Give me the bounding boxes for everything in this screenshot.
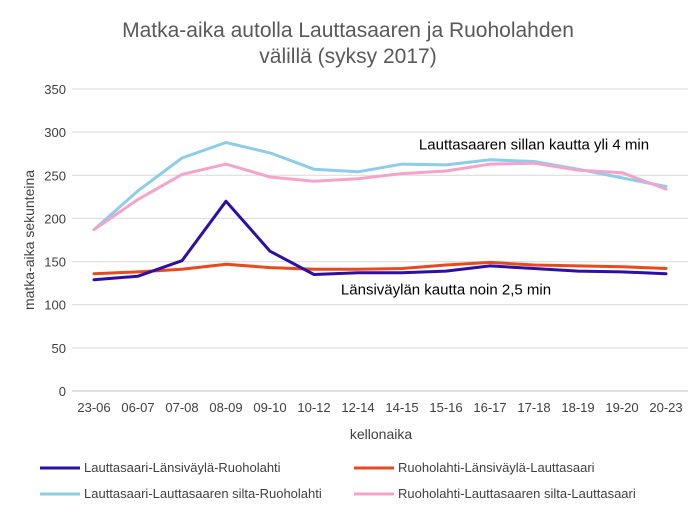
x-axis-label: kellonaika xyxy=(350,426,412,442)
legend-label: Lauttasaari-Länsiväylä-Ruoholahti xyxy=(84,460,281,475)
x-tick-label: 06-07 xyxy=(121,400,154,415)
x-tick-label: 14-15 xyxy=(385,400,418,415)
series-line-2 xyxy=(92,260,668,276)
chart-title-line-2: välillä (syksy 2017) xyxy=(259,45,436,68)
data-series xyxy=(92,141,668,282)
chart-title-line-1: Matka-aika autolla Lauttasaaren ja Ruoho… xyxy=(122,19,574,42)
legend-label: Ruoholahti-Länsiväylä-Lauttasaari xyxy=(398,460,595,475)
x-tick-label: 18-19 xyxy=(561,400,594,415)
y-tick-label: 300 xyxy=(44,125,66,140)
annotation-1: Lauttasaaren sillan kautta yli 4 min xyxy=(419,136,649,153)
y-tick-label: 50 xyxy=(52,341,66,356)
y-tick-label: 250 xyxy=(44,168,66,183)
legend-label: Lauttasaari-Lauttasaaren silta-Ruoholaht… xyxy=(84,486,322,501)
x-tick-label: 20-23 xyxy=(649,400,682,415)
y-tick-label: 350 xyxy=(44,82,66,97)
chart-title: Matka-aika autolla Lauttasaaren ja Ruoho… xyxy=(122,19,574,68)
series-line-3 xyxy=(92,141,668,232)
legend: Lauttasaari-Länsiväylä-Ruoholahti Ruohola… xyxy=(40,460,636,501)
y-tick-label: 150 xyxy=(44,255,66,270)
annotation-2: Länsiväylän kautta noin 2,5 min xyxy=(341,281,551,298)
x-tick-label: 08-09 xyxy=(209,400,242,415)
x-tick-label: 23-06 xyxy=(77,400,110,415)
y-tick-label: 100 xyxy=(44,298,66,313)
annotations: Lauttasaaren sillan kautta yli 4 min Läns… xyxy=(341,136,649,298)
x-tick-label: 09-10 xyxy=(253,400,286,415)
y-tick-label: 0 xyxy=(59,384,66,399)
y-axis-label: matka-aika sekunteina xyxy=(21,170,37,310)
x-tick-label: 15-16 xyxy=(429,400,462,415)
x-axis-ticks: 23-06 06-07 07-08 08-09 09-10 10-12 12-14 14-15… xyxy=(77,400,682,415)
y-tick-label: 200 xyxy=(44,211,66,226)
series-line-4 xyxy=(92,161,668,232)
x-tick-label: 07-08 xyxy=(165,400,198,415)
x-tick-label: 17-18 xyxy=(517,400,550,415)
x-tick-label: 12-14 xyxy=(341,400,374,415)
legend-label: Ruoholahti-Lauttasaaren silta-Lauttasaar… xyxy=(398,486,636,501)
x-tick-label: 16-17 xyxy=(473,400,506,415)
x-tick-label: 10-12 xyxy=(297,400,330,415)
y-axis-ticks: 0 50 100 150 200 250 300 350 xyxy=(44,82,66,399)
series-line-1 xyxy=(92,199,668,282)
x-tick-label: 19-20 xyxy=(605,400,638,415)
gridlines xyxy=(72,88,688,392)
